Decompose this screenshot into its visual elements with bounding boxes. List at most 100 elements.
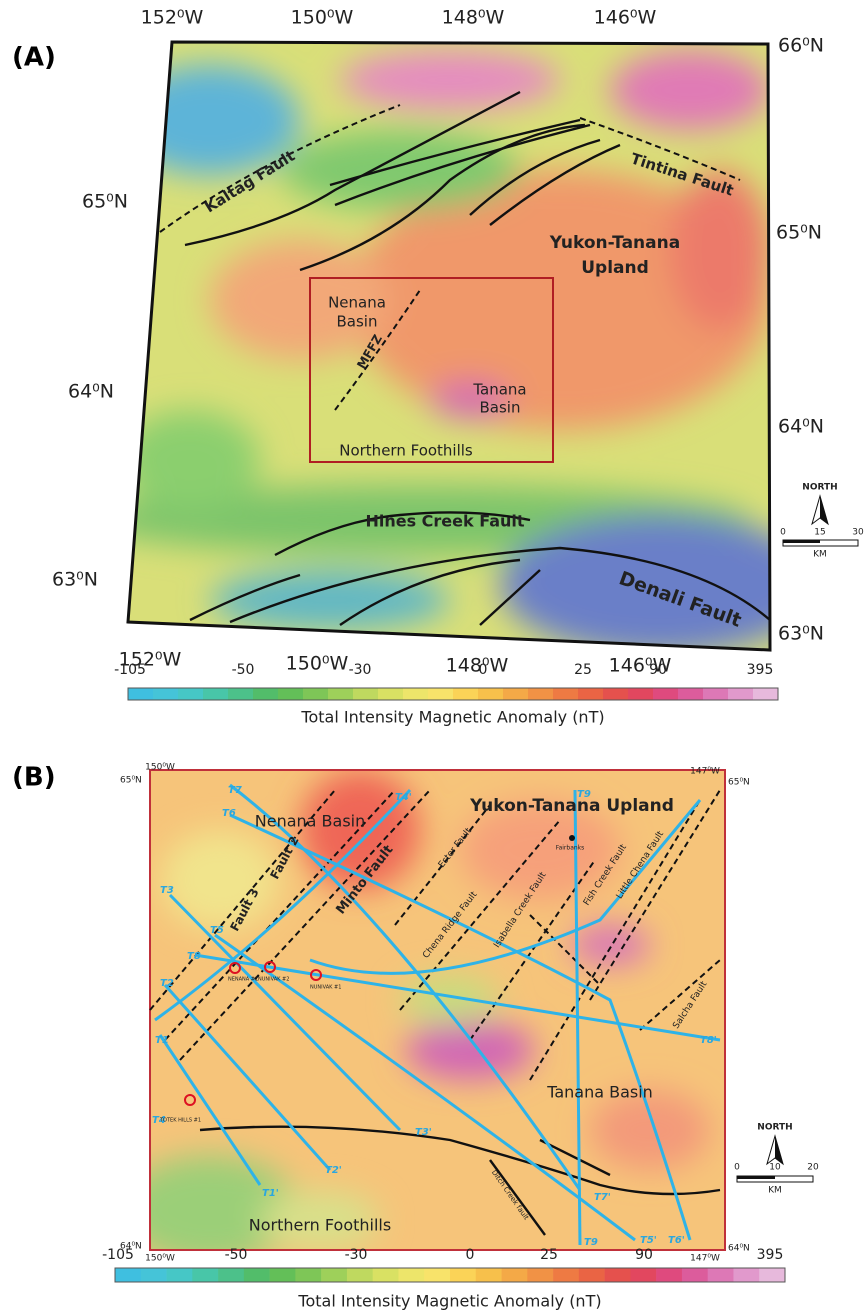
map-label: Northern Foothills xyxy=(339,442,473,460)
colorbar-swatch xyxy=(759,1268,785,1282)
colorbar-b: Total Intensity Magnetic Anomaly (nT) -1… xyxy=(102,1247,785,1311)
colorbar-tick: 90 xyxy=(649,662,667,678)
colorbar-swatch xyxy=(253,688,278,700)
colorbar-swatch xyxy=(656,1268,682,1282)
well-label: NUNIVAK #1 xyxy=(310,985,341,991)
colorbar-tick: -105 xyxy=(114,662,146,678)
colorbar-swatch xyxy=(403,688,428,700)
colorbar-swatch xyxy=(378,688,403,700)
colorbar-tick: 395 xyxy=(747,662,774,678)
scale-tick: 20 xyxy=(807,1163,819,1173)
colorbar-swatch xyxy=(244,1268,270,1282)
corner-label: 147⁰W xyxy=(690,1254,720,1264)
corner-label: 65⁰N xyxy=(120,776,142,786)
colorbar-swatch xyxy=(303,688,328,700)
seismic-label: T5 xyxy=(210,925,224,936)
panel-label: (A) xyxy=(12,43,56,73)
lon-label: 150⁰W xyxy=(286,653,349,675)
colorbar-swatch xyxy=(398,1268,424,1282)
colorbar-swatch xyxy=(682,1268,708,1282)
colorbar-swatch xyxy=(450,1268,476,1282)
colorbar-swatch xyxy=(153,688,178,700)
seismic-label: T4' xyxy=(395,792,412,803)
lat-label: 65⁰N xyxy=(776,222,822,244)
colorbar-swatch xyxy=(321,1268,347,1282)
colorbar-swatch xyxy=(353,688,378,700)
north-label: NORTH xyxy=(757,1123,792,1133)
colorbar-swatch xyxy=(603,688,628,700)
colorbar-swatch xyxy=(270,1268,296,1282)
lon-label: 148⁰W xyxy=(446,655,509,677)
colorbar-tick: 90 xyxy=(635,1247,653,1263)
colorbar-swatch xyxy=(141,1268,167,1282)
lat-label: 64⁰N xyxy=(68,381,114,403)
scale-tick: 0 xyxy=(734,1163,740,1173)
colorbar-tick: -30 xyxy=(345,1247,368,1263)
corner-label: 150⁰W xyxy=(145,763,175,773)
colorbar-swatch xyxy=(528,688,553,700)
seismic-label: T2 xyxy=(160,978,174,989)
map-label: Tanana Basin xyxy=(546,1083,653,1102)
seismic-label: T9 xyxy=(577,789,591,800)
corner-label: 64⁰N xyxy=(728,1244,750,1254)
colorbar-swatch xyxy=(605,1268,631,1282)
seismic-label: T8 xyxy=(187,951,201,962)
colorbar-tick: 0 xyxy=(466,1247,475,1263)
colorbar-tick: 395 xyxy=(757,1247,784,1263)
colorbar-swatch xyxy=(703,688,728,700)
colorbar-swatch xyxy=(708,1268,734,1282)
seismic-label: T8' xyxy=(700,1035,717,1046)
corner-label: 150⁰W xyxy=(145,1254,175,1264)
colorbar-swatch xyxy=(328,688,353,700)
panel-label: (B) xyxy=(12,763,56,793)
seismic-label: T3 xyxy=(160,885,174,896)
well-label: NUNIVAK #2 xyxy=(258,977,289,983)
map-label: Upland xyxy=(581,258,649,278)
colorbar-swatch xyxy=(373,1268,399,1282)
seismic-label: T1 xyxy=(155,1035,169,1046)
map-label: Nenana xyxy=(328,294,386,312)
lon-label: 152⁰W xyxy=(141,7,204,29)
colorbar-tick: 25 xyxy=(540,1247,558,1263)
colorbar-swatch xyxy=(553,688,578,700)
colorbar-swatch xyxy=(733,1268,759,1282)
colorbar-swatch xyxy=(678,688,703,700)
seismic-label: T7 xyxy=(228,785,242,796)
seismic-label: T6' xyxy=(668,1235,685,1246)
colorbar-tick: -50 xyxy=(232,662,255,678)
map-label: Basin xyxy=(480,399,521,417)
colorbar-swatch xyxy=(728,688,753,700)
colorbar-swatch xyxy=(653,688,678,700)
colorbar-swatch xyxy=(167,1268,193,1282)
colorbar-tick: 25 xyxy=(574,662,592,678)
map-label: Yukon-Tanana xyxy=(549,233,680,253)
colorbar-swatch xyxy=(115,1268,141,1282)
colorbar-swatch xyxy=(278,688,303,700)
colorbar-swatch xyxy=(630,1268,656,1282)
lat-label: 63⁰N xyxy=(52,569,98,591)
colorbar-swatch xyxy=(478,688,503,700)
scale-unit: KM xyxy=(768,1186,782,1196)
map-label: Hines Creek Fault xyxy=(365,512,524,531)
figure: (A) 152⁰W 150⁰W 148⁰W 146⁰W 152⁰W 150⁰W … xyxy=(0,0,866,1314)
colorbar-swatch xyxy=(228,688,253,700)
colorbar-swatch xyxy=(578,688,603,700)
colorbar-swatch xyxy=(178,688,203,700)
colorbar-swatch xyxy=(424,1268,450,1282)
colorbar-swatch xyxy=(502,1268,528,1282)
map-a xyxy=(90,40,820,660)
seismic-label: T9 xyxy=(584,1237,598,1248)
scale-a: NORTH 0 15 30 KM xyxy=(780,483,864,560)
scale-b: NORTH 0 10 20 KM xyxy=(734,1123,819,1196)
map-label: Nenana Basin xyxy=(255,812,366,831)
lon-label: 146⁰W xyxy=(594,7,657,29)
colorbar-tick: -105 xyxy=(102,1247,134,1263)
lon-label: 150⁰W xyxy=(291,7,354,29)
map-label: Fairbanks xyxy=(556,845,585,852)
colorbar-swatch xyxy=(428,688,453,700)
colorbar-swatch xyxy=(347,1268,373,1282)
colorbar-tick: 0 xyxy=(479,662,488,678)
colorbar-swatch xyxy=(203,688,228,700)
colorbar-swatch xyxy=(527,1268,553,1282)
colorbar-swatch xyxy=(476,1268,502,1282)
